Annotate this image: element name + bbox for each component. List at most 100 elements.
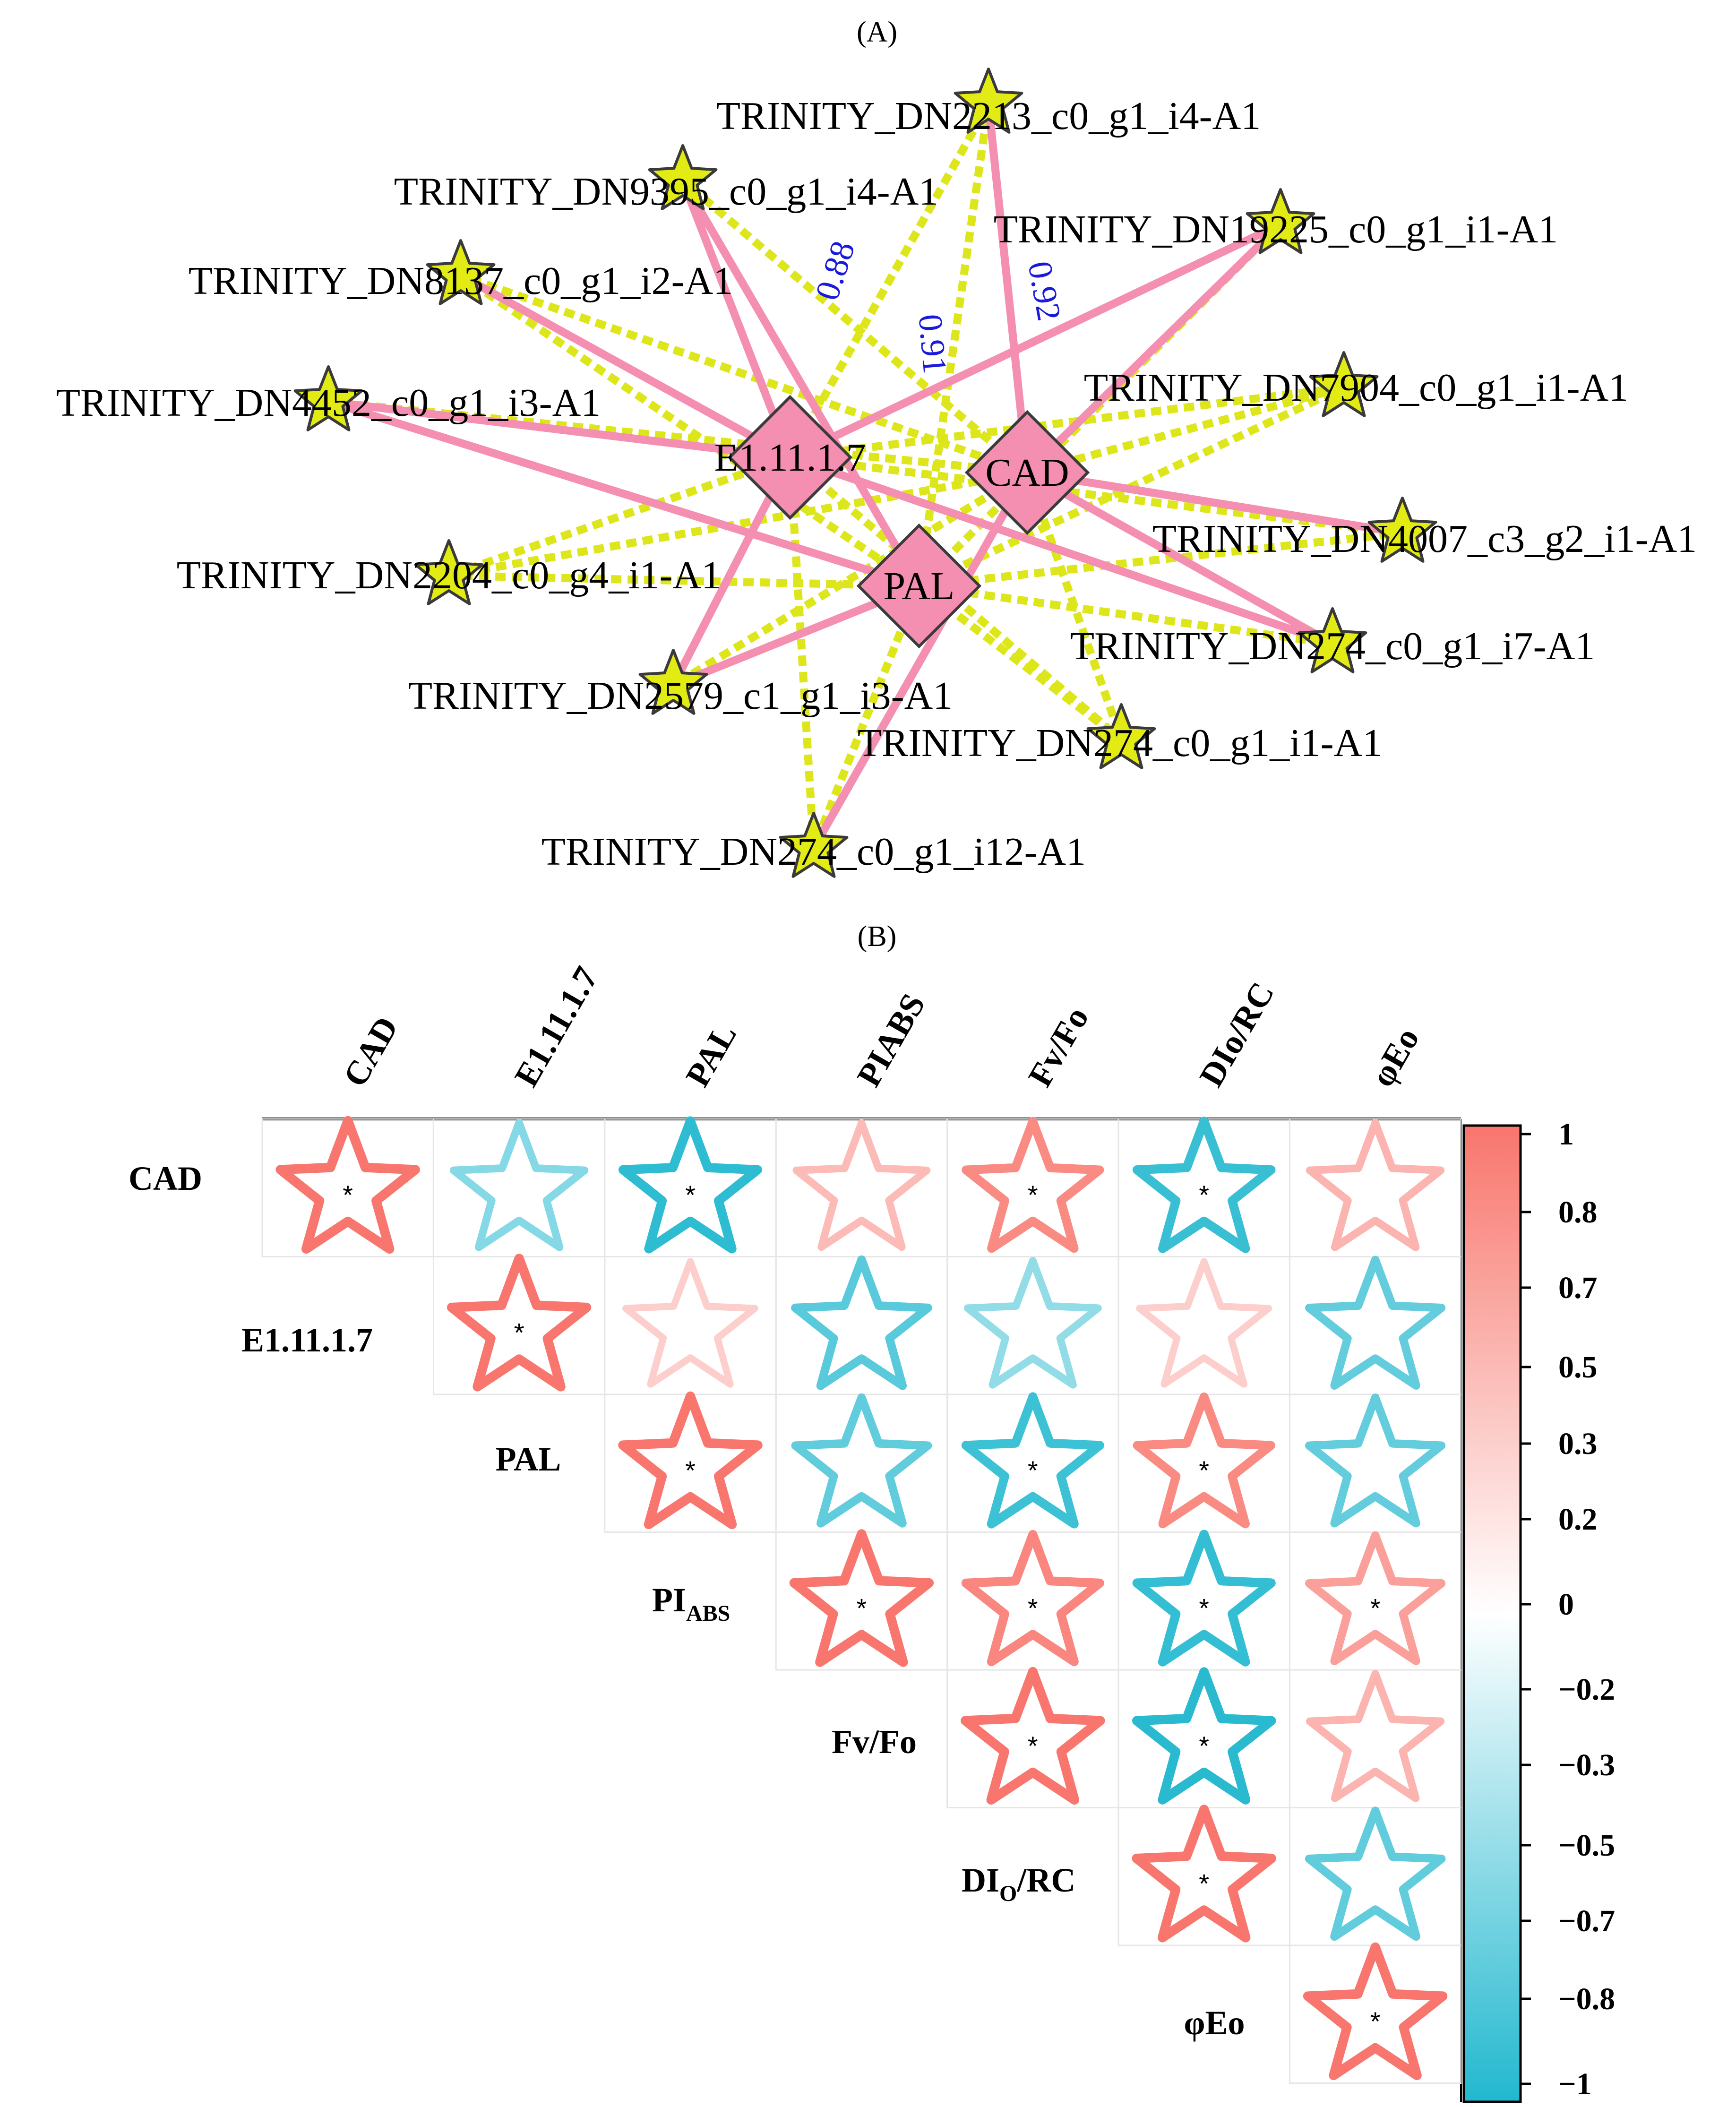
significance-marker: * xyxy=(1199,1455,1209,1485)
significance-marker: * xyxy=(1199,1731,1209,1761)
significance-marker: * xyxy=(857,1593,867,1623)
row-label-dio-rc: DIO/RC xyxy=(962,1861,1075,1906)
corr-star-r2-c6 xyxy=(1305,1393,1446,1528)
edge-weight-CAD-g2213: 0.92 xyxy=(1021,258,1068,324)
hub-label-E1: E1.11.1.7 xyxy=(714,436,866,480)
corr-star-r0-c2 xyxy=(619,1116,762,1254)
row-label-dio-sub: O xyxy=(999,1881,1017,1906)
grid-cell xyxy=(775,1256,948,1395)
column-label-5: DIo/RC xyxy=(1192,976,1281,1093)
gene-node-g7904[interactable] xyxy=(1309,351,1379,417)
negative-edge-CAD-g2204 xyxy=(448,468,1028,580)
gene-label-g274i7: TRINITY_DN274_c0_g1_i7-A1 xyxy=(1070,624,1595,668)
colorbar-tick-label: 0 xyxy=(1558,1587,1574,1622)
corr-star-r6-c6 xyxy=(1303,1942,1448,2081)
grid-cell xyxy=(432,1118,606,1257)
significance-marker: * xyxy=(1028,1593,1038,1623)
gene-label-g274i1: TRINITY_DN274_c0_g1_i1-A1 xyxy=(858,721,1383,765)
row-label-pal-text: PAL xyxy=(496,1440,561,1478)
grid-cell xyxy=(604,1256,777,1395)
gene-node-g2204[interactable] xyxy=(414,539,484,605)
significance-marker: * xyxy=(1028,1180,1038,1210)
significance-marker: * xyxy=(1028,1731,1038,1761)
corr-star-r0-c5 xyxy=(1132,1117,1276,1253)
column-label-4: Fv/Fo xyxy=(1021,1000,1096,1093)
gene-node-g274i12[interactable] xyxy=(779,812,849,878)
row-label-e1: E1.11.1.7 xyxy=(241,1321,373,1359)
colorbar xyxy=(1462,1124,1522,2103)
negative-edge-E1-g2204 xyxy=(447,453,791,580)
row-label-fvfo: Fv/Fo xyxy=(832,1723,917,1761)
negative-edge-CAD-g8137 xyxy=(459,271,1029,477)
gene-node-g2213[interactable] xyxy=(954,68,1023,134)
positive-edge-PAL-g9395 xyxy=(679,178,923,588)
gene-label-g8137: TRINITY_DN8137_c0_g1_i2-A1 xyxy=(189,259,733,303)
corr-star-r1-c3 xyxy=(791,1255,932,1390)
positive-edges xyxy=(327,103,1403,851)
hub-node-E1[interactable] xyxy=(727,395,853,520)
row-label-dio-tail: /RC xyxy=(1016,1861,1075,1899)
negative-edge-CAD-g2579 xyxy=(671,469,1030,689)
column-label-3: PIABS xyxy=(850,987,932,1093)
edge-weight-E1-g2213: 0.88 xyxy=(808,236,862,305)
row-label-cad-text: CAD xyxy=(129,1160,202,1197)
grid-cell xyxy=(1289,1807,1462,1946)
column-labels: CAD E1.11.1.7 PAL PIABS Fv/Fo DIo/RC φEo xyxy=(336,960,1427,1093)
row-label-fvfo-text: Fv/Fo xyxy=(832,1723,917,1761)
negative-edge-CAD-g9395 xyxy=(680,177,1030,476)
corr-star-r0-c6 xyxy=(1306,1119,1445,1251)
gene-node-g274i7[interactable] xyxy=(1298,607,1367,673)
negative-edge-PAL-g2204 xyxy=(448,571,920,590)
colorbar-tick-label: 0.5 xyxy=(1558,1350,1598,1385)
gene-node-g2579[interactable] xyxy=(638,649,708,715)
gene-node-g19225[interactable] xyxy=(1246,188,1315,254)
negative-edge-PAL-g4007 xyxy=(919,529,1403,590)
gene-label-g19225: TRINITY_DN19225_c0_g1_i1-A1 xyxy=(994,207,1558,251)
hub-label-CAD: CAD xyxy=(985,451,1069,495)
gene-node-g274i1[interactable] xyxy=(1086,703,1156,769)
hub-node-PAL[interactable] xyxy=(856,523,982,649)
grid-cell xyxy=(775,1393,948,1533)
colorbar-tick-label: −0.8 xyxy=(1558,1982,1615,2016)
grid-cell xyxy=(1117,1256,1290,1395)
gene-label-g4452: TRINITY_DN4452_c0_g1_i3-A1 xyxy=(56,381,601,425)
gene-label-g4007: TRINITY_DN4007_c3_g2_i1-A1 xyxy=(1152,517,1697,561)
hub-node-CAD[interactable] xyxy=(964,410,1090,535)
corr-star-r5-c5 xyxy=(1132,1805,1276,1943)
column-label-2: PAL xyxy=(679,1017,744,1093)
corr-star-r1-c6 xyxy=(1305,1256,1446,1390)
gene-label-g2204: TRINITY_DN2204_c0_g4_i1-A1 xyxy=(177,553,722,597)
positive-edge-CAD-g274i7 xyxy=(1025,469,1335,647)
panel-a-title: (A) xyxy=(857,16,897,48)
colorbar-tick-label: −0.2 xyxy=(1558,1672,1615,1707)
colorbar-tick-label: 0.2 xyxy=(1558,1502,1598,1537)
matrix-cells: * * * * * * * * * * * * * * * * xyxy=(275,1116,1448,2081)
grid-cell xyxy=(1289,1118,1462,1257)
negative-edge-PAL-g274i12 xyxy=(810,584,923,850)
row-label-e1-text: E1.11.1.7 xyxy=(241,1321,373,1359)
grid-cell xyxy=(1289,1669,1462,1808)
gene-node-g4007[interactable] xyxy=(1367,497,1437,563)
panel-b-title: (B) xyxy=(858,920,897,953)
negative-edge-PAL-g2213 xyxy=(915,103,993,587)
gene-node-g9395[interactable] xyxy=(648,144,718,210)
corr-star-r1-c1 xyxy=(447,1254,592,1392)
positive-edge-E1-g274i7 xyxy=(789,453,1334,648)
negative-edge-CAD-g7904 xyxy=(1026,383,1345,477)
corr-star-r3-c5 xyxy=(1132,1530,1276,1667)
significance-marker: * xyxy=(685,1455,696,1485)
colorbar-tick-label: 0.3 xyxy=(1558,1427,1598,1461)
corr-star-r3-c6 xyxy=(1305,1531,1446,1665)
gene-nodes: TRINITY_DN2213_c0_g1_i4-A1 TRINITY_DN9395… xyxy=(56,68,1697,878)
gene-label-g7904: TRINITY_DN7904_c0_g1_i1-A1 xyxy=(1084,366,1629,410)
gene-label-g2213: TRINITY_DN2213_c0_g1_i4-A1 xyxy=(716,94,1261,138)
gene-node-g8137[interactable] xyxy=(426,239,496,305)
significance-marker: * xyxy=(1199,1868,1209,1898)
gene-node-g4452[interactable] xyxy=(293,365,363,431)
grid-cell xyxy=(775,1118,948,1257)
row-label-pal: PAL xyxy=(496,1440,561,1478)
negative-edge-PAL-g274i7 xyxy=(918,582,1333,648)
significance-marker: * xyxy=(514,1317,524,1347)
significance-marker: * xyxy=(1199,1593,1209,1623)
